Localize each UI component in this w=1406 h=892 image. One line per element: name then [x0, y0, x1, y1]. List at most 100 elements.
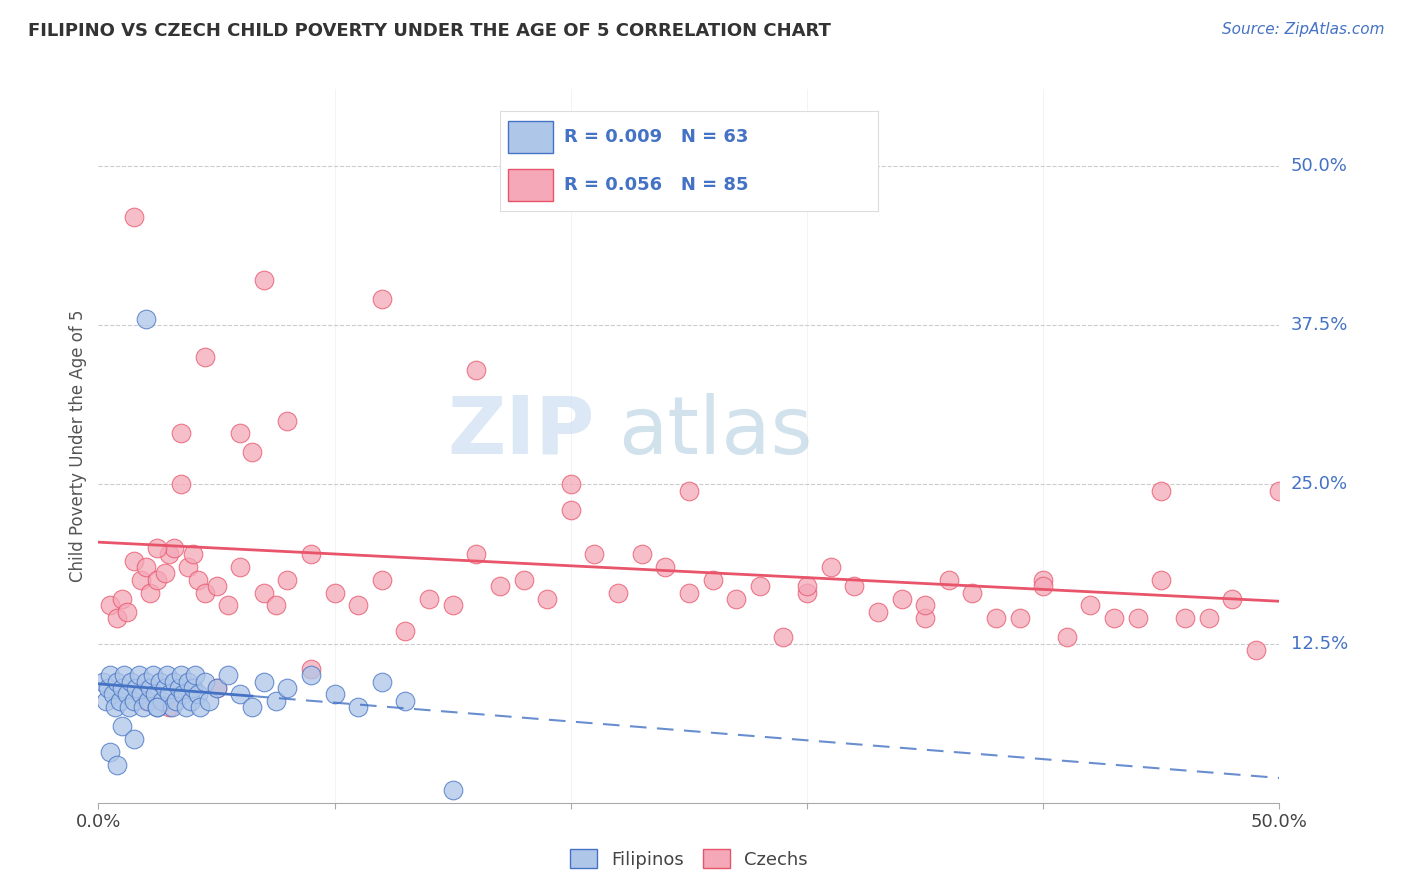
Point: [560, 502, 582, 516]
Point: [583, 547, 606, 561]
Point: [1008, 611, 1031, 625]
Point: [98, 668, 121, 682]
Point: [135, 560, 157, 574]
Point: [678, 585, 700, 599]
Point: [890, 591, 912, 606]
Point: [115, 688, 138, 702]
Point: [512, 573, 534, 587]
Point: [122, 694, 145, 708]
Point: [94, 694, 117, 708]
Point: [104, 700, 127, 714]
Point: [111, 681, 134, 695]
Point: [139, 585, 162, 599]
Point: [748, 579, 770, 593]
Point: [121, 674, 143, 689]
Point: [536, 591, 558, 606]
Point: [725, 591, 748, 606]
Point: [323, 688, 346, 702]
Point: [299, 668, 322, 682]
Point: [654, 560, 676, 574]
Point: [253, 273, 276, 287]
Point: [938, 573, 960, 587]
Point: [170, 477, 193, 491]
Point: [866, 605, 889, 619]
Point: [177, 674, 200, 689]
Point: [1244, 643, 1267, 657]
Point: [111, 719, 134, 733]
Point: [105, 674, 128, 689]
Point: [489, 579, 512, 593]
Point: [1080, 599, 1102, 613]
Point: [205, 681, 228, 695]
Point: [299, 547, 322, 561]
Point: [198, 694, 221, 708]
Text: FILIPINO VS CZECH CHILD POVERTY UNDER THE AGE OF 5 CORRELATION CHART: FILIPINO VS CZECH CHILD POVERTY UNDER TH…: [28, 22, 831, 40]
Point: [1032, 579, 1054, 593]
Text: ZIP: ZIP: [447, 392, 595, 471]
Point: [174, 700, 197, 714]
Point: [240, 445, 263, 459]
Point: [160, 700, 183, 714]
Point: [129, 573, 152, 587]
Point: [962, 585, 984, 599]
Point: [153, 566, 176, 581]
Text: 37.5%: 37.5%: [1291, 316, 1348, 334]
Point: [465, 362, 488, 376]
Point: [796, 585, 818, 599]
Point: [914, 611, 936, 625]
Text: 50.0%: 50.0%: [1291, 157, 1347, 175]
Point: [181, 681, 204, 695]
Point: [394, 624, 416, 638]
Point: [1150, 483, 1173, 498]
Point: [394, 694, 416, 708]
Point: [229, 688, 252, 702]
Point: [1150, 573, 1173, 587]
Point: [163, 674, 186, 689]
Point: [1102, 611, 1125, 625]
Point: [101, 688, 124, 702]
Point: [229, 560, 252, 574]
Point: [146, 541, 169, 555]
Point: [177, 560, 200, 574]
Point: [820, 560, 842, 574]
Point: [984, 611, 1007, 625]
Point: [205, 579, 228, 593]
Point: [1032, 573, 1054, 587]
Point: [91, 674, 114, 689]
Text: atlas: atlas: [619, 392, 813, 471]
Point: [184, 668, 207, 682]
Point: [188, 700, 211, 714]
Point: [630, 547, 652, 561]
Point: [217, 668, 239, 682]
Point: [194, 674, 217, 689]
Point: [607, 585, 630, 599]
Point: [122, 732, 145, 747]
Point: [157, 700, 180, 714]
Point: [163, 541, 186, 555]
Point: [1220, 591, 1243, 606]
Point: [560, 477, 582, 491]
Point: [441, 783, 464, 797]
Point: [796, 579, 818, 593]
Point: [205, 681, 228, 695]
Point: [122, 554, 145, 568]
Point: [97, 681, 120, 695]
Point: [772, 630, 794, 644]
Text: 25.0%: 25.0%: [1291, 475, 1348, 493]
Point: [118, 700, 141, 714]
Point: [441, 599, 464, 613]
Point: [844, 579, 866, 593]
Point: [323, 585, 346, 599]
Text: Source: ZipAtlas.com: Source: ZipAtlas.com: [1222, 22, 1385, 37]
Point: [98, 599, 121, 613]
Text: 12.5%: 12.5%: [1291, 634, 1348, 653]
Point: [240, 700, 263, 714]
Point: [678, 483, 700, 498]
Point: [142, 668, 165, 682]
Point: [1126, 611, 1149, 625]
Point: [276, 413, 298, 427]
Point: [253, 674, 276, 689]
Point: [217, 599, 239, 613]
Point: [276, 681, 298, 695]
Point: [465, 547, 488, 561]
